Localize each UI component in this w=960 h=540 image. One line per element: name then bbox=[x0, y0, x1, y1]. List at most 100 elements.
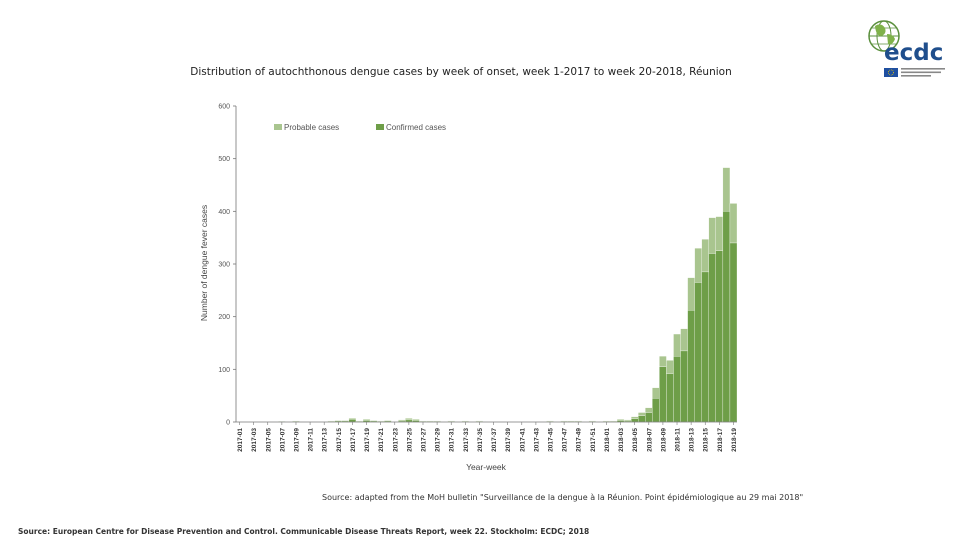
globe-icon bbox=[868, 20, 900, 52]
y-tick-label: 400 bbox=[218, 209, 230, 216]
x-tick-label: 2017-25 bbox=[406, 428, 413, 452]
x-tick-label: 2018-17 bbox=[717, 428, 724, 452]
bar-probable bbox=[574, 420, 582, 422]
bar-probable bbox=[701, 239, 709, 273]
bar-confirmed bbox=[680, 350, 688, 423]
bar-probable bbox=[631, 416, 639, 419]
bar-probable bbox=[355, 420, 364, 422]
x-tick-label: 2017-35 bbox=[477, 428, 484, 452]
bar-probable bbox=[334, 420, 342, 422]
x-tick-label: 2017-49 bbox=[576, 428, 583, 452]
bar-probable bbox=[376, 420, 385, 422]
bar-probable bbox=[666, 360, 674, 374]
bar-confirmed bbox=[722, 211, 731, 423]
bar-probable bbox=[638, 412, 646, 416]
bar-probable bbox=[398, 419, 406, 422]
x-axis-label: Year-week bbox=[466, 462, 507, 472]
x-tick-label: 2018-03 bbox=[618, 428, 625, 452]
y-tick-label: 500 bbox=[218, 156, 230, 163]
page-title: Distribution of autochthonous dengue cas… bbox=[190, 66, 732, 78]
x-tick-label: 2017-07 bbox=[279, 428, 286, 452]
page-source-note: Source: European Centre for Disease Prev… bbox=[18, 527, 590, 536]
y-tick-label: 100 bbox=[218, 367, 230, 374]
bar-probable bbox=[384, 420, 392, 422]
bar-probable bbox=[560, 420, 568, 422]
ecdc-logo: ecdc bbox=[868, 20, 945, 77]
bar-probable bbox=[680, 328, 688, 352]
x-tick-label: 2017-45 bbox=[548, 428, 555, 452]
bar-probable bbox=[687, 277, 695, 311]
legend-probable-swatch bbox=[274, 124, 282, 130]
chart-source-note: Source: adapted from the MoH bulletin "S… bbox=[322, 493, 804, 502]
bar-probable bbox=[602, 420, 611, 422]
y-tick-label: 300 bbox=[218, 262, 230, 269]
x-tick-label: 2017-29 bbox=[435, 428, 442, 452]
bar-probable bbox=[348, 418, 357, 420]
bar-probable bbox=[426, 420, 434, 422]
y-tick-label: 0 bbox=[226, 420, 230, 427]
bar-probable bbox=[567, 420, 575, 422]
legend: Probable cases Confirmed cases bbox=[274, 123, 446, 132]
y-tick-label: 200 bbox=[218, 314, 230, 321]
bar-probable bbox=[292, 420, 300, 422]
x-tick-label: 2017-11 bbox=[308, 428, 315, 452]
legend-confirmed-label: Confirmed cases bbox=[386, 123, 446, 132]
bar-confirmed bbox=[631, 418, 639, 423]
bar-confirmed bbox=[666, 373, 674, 423]
x-tick-label: 2018-13 bbox=[689, 428, 696, 452]
x-tick-label: 2017-09 bbox=[293, 428, 300, 452]
bar-probable bbox=[475, 420, 484, 422]
bar-probable bbox=[447, 420, 455, 422]
x-tick-label: 2018-05 bbox=[632, 428, 639, 452]
x-tick-label: 2017-01 bbox=[237, 428, 244, 452]
x-tick-label: 2018-09 bbox=[660, 428, 667, 452]
bar-confirmed bbox=[659, 366, 667, 423]
x-tick-label: 2017-37 bbox=[491, 428, 498, 452]
x-tick-label: 2017-21 bbox=[378, 428, 385, 452]
x-tick-label: 2017-51 bbox=[590, 428, 597, 452]
x-tick-label: 2017-27 bbox=[420, 428, 427, 452]
bar-probable bbox=[369, 420, 378, 422]
x-tick-label: 2017-17 bbox=[350, 428, 357, 452]
bar-probable bbox=[729, 203, 738, 244]
x-tick-label: 2018-19 bbox=[731, 428, 738, 452]
x-tick-label: 2017-13 bbox=[322, 428, 329, 452]
bar-probable bbox=[405, 418, 413, 421]
x-tick-label: 2017-43 bbox=[533, 428, 540, 452]
bar-probable bbox=[722, 167, 731, 212]
bar-confirmed bbox=[687, 310, 695, 423]
bar-probable bbox=[412, 419, 420, 421]
bar-confirmed bbox=[701, 271, 709, 423]
x-tick-label: 2017-03 bbox=[251, 428, 258, 452]
bar-probable bbox=[673, 333, 681, 357]
bar-probable bbox=[461, 420, 470, 422]
bar-probable bbox=[609, 420, 618, 422]
bar-probable bbox=[546, 420, 554, 422]
bar-confirmed bbox=[638, 415, 646, 423]
bar-probable bbox=[419, 420, 427, 422]
x-tick-label: 2017-19 bbox=[364, 428, 371, 452]
bar-probable bbox=[433, 420, 441, 422]
bar-probable bbox=[616, 419, 625, 421]
legend-probable-label: Probable cases bbox=[284, 123, 339, 132]
x-tick-label: 2017-31 bbox=[449, 428, 456, 452]
bar-confirmed bbox=[708, 253, 716, 423]
x-tick-label: 2017-23 bbox=[392, 428, 399, 452]
bar-probable bbox=[588, 420, 597, 422]
bar-probable bbox=[362, 419, 371, 421]
bar-probable bbox=[715, 216, 724, 251]
bar-probable bbox=[327, 420, 335, 422]
x-tick-label: 2018-11 bbox=[675, 428, 682, 452]
bar-probable bbox=[652, 387, 660, 399]
x-tick-label: 2017-15 bbox=[336, 428, 343, 452]
bar-confirmed bbox=[729, 242, 738, 423]
x-tick-label: 2018-07 bbox=[646, 428, 653, 452]
x-tick-label: 2017-39 bbox=[505, 428, 512, 452]
bar-confirmed bbox=[694, 282, 702, 423]
x-tick-label: 2018-01 bbox=[604, 428, 611, 452]
legend-confirmed-swatch bbox=[376, 124, 384, 130]
x-tick-label: 2017-41 bbox=[519, 428, 526, 452]
x-tick-label: 2017-47 bbox=[562, 428, 569, 452]
bar-probable bbox=[694, 248, 702, 283]
bar-confirmed bbox=[715, 250, 724, 423]
